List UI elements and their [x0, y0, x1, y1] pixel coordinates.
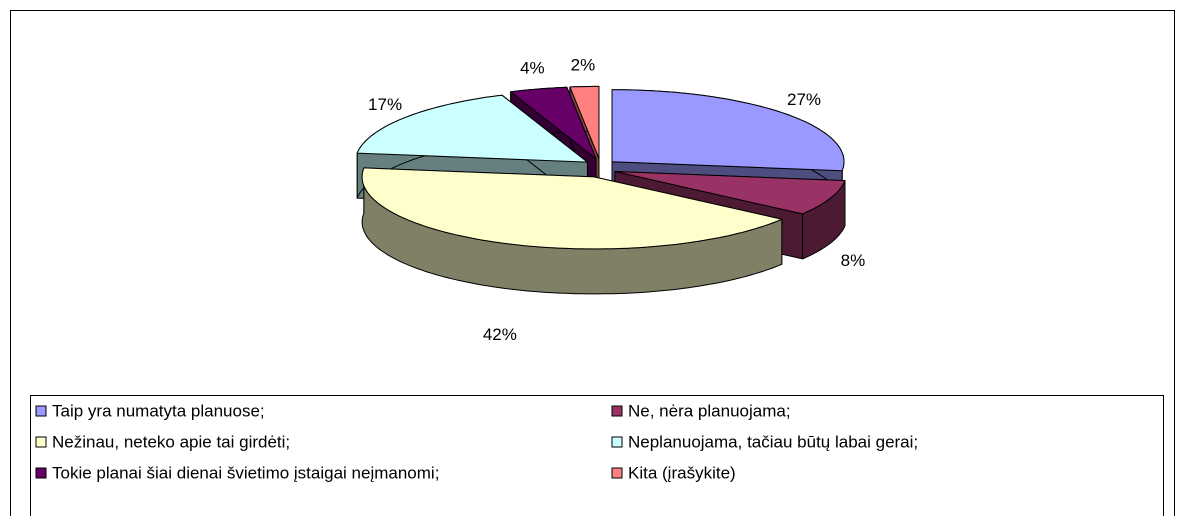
slice-top [510, 86, 597, 160]
legend-swatch [35, 436, 47, 448]
slice-top [614, 171, 846, 215]
legend-label: Kita (įrašykite) [628, 463, 736, 482]
legend-label: Nežinau, neteko apie tai girdėti; [52, 432, 290, 451]
legend-swatch [35, 405, 47, 417]
legend-swatch [611, 436, 623, 448]
slice-top [611, 89, 845, 172]
legend-label: Taip yra numatyta planuose; [52, 401, 265, 420]
slice-top [361, 167, 783, 250]
legend-swatch [35, 467, 47, 479]
slice-top [356, 94, 588, 163]
data-label: 2% [571, 56, 596, 75]
legend-label: Neplanuojama, tačiau būtų labai gerai; [628, 432, 918, 451]
slice-top [569, 85, 600, 159]
data-label: 17% [368, 95, 402, 114]
data-label: 8% [841, 251, 866, 270]
legend-label: Tokie planai šiai dienai švietimo įstaig… [52, 463, 439, 482]
data-label: 27% [787, 90, 821, 109]
legend-label: Ne, nėra planuojama; [628, 401, 791, 420]
legend-box [30, 395, 1164, 521]
data-label: 4% [520, 59, 545, 78]
slice [361, 167, 783, 295]
data-label: 42% [483, 325, 517, 344]
legend-swatch [611, 467, 623, 479]
legend-swatch [611, 405, 623, 417]
